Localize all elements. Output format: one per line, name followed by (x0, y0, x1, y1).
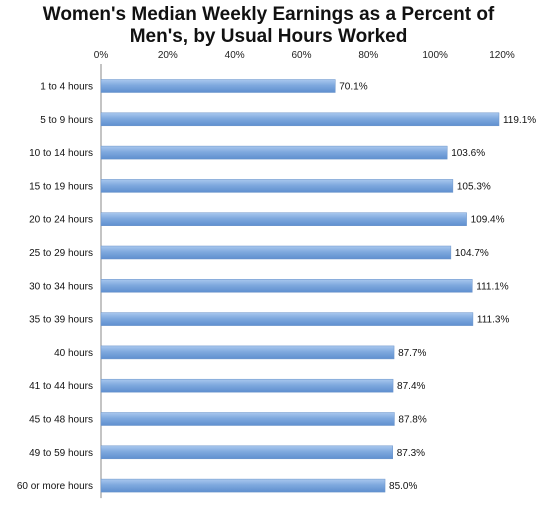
data-label: 119.1% (503, 115, 536, 126)
labels: 1 to 4 hours 70.1% 5 to 9 hours 119.1% 10 to… (17, 82, 536, 493)
data-label: 85.0% (389, 481, 417, 492)
x-tick-label: 80% (358, 50, 378, 61)
data-label: 105.3% (457, 181, 491, 192)
data-label: 111.1% (476, 281, 509, 292)
bar (100, 145, 448, 160)
category-label: 40 hours (54, 348, 93, 359)
bar (100, 412, 395, 426)
bar (100, 179, 454, 193)
x-tick-label: 0% (94, 50, 109, 61)
chart-title-line1: Women's Median Weekly Earnings as a Perc… (42, 4, 495, 25)
data-label: 111.3% (477, 315, 510, 326)
bar (100, 478, 386, 493)
data-label: 87.7% (398, 348, 426, 359)
bar (100, 245, 452, 260)
data-label: 109.4% (471, 215, 505, 226)
bar (100, 345, 395, 360)
bar (100, 212, 467, 226)
category-label: 60 or more hours (17, 481, 93, 492)
category-label: 20 to 24 hours (29, 215, 93, 226)
bar (100, 79, 336, 93)
bar (100, 279, 473, 293)
bar (100, 445, 393, 460)
x-tick-label: 60% (291, 50, 311, 61)
data-label: 87.3% (397, 448, 425, 459)
category-label: 41 to 44 hours (29, 381, 93, 392)
category-label: 45 to 48 hours (29, 415, 93, 426)
category-label: 30 to 34 hours (29, 281, 93, 292)
bar (100, 378, 394, 393)
data-label: 70.1% (339, 82, 367, 93)
category-label: 10 to 14 hours (29, 148, 93, 159)
chart-title: Women's Median Weekly Earnings as a Perc… (0, 4, 537, 48)
category-label: 15 to 19 hours (29, 181, 93, 192)
category-label: 49 to 59 hours (29, 448, 93, 459)
x-tick-label: 100% (422, 50, 448, 61)
data-label: 103.6% (451, 148, 485, 159)
category-label: 25 to 29 hours (29, 248, 93, 259)
data-label: 87.8% (398, 415, 426, 426)
data-label: 87.4% (397, 381, 425, 392)
bar (100, 112, 500, 127)
category-label: 5 to 9 hours (40, 115, 93, 126)
x-tick-label: 20% (158, 50, 178, 61)
category-label: 1 to 4 hours (40, 82, 93, 93)
x-tick-label: 120% (489, 50, 515, 61)
bar (100, 312, 474, 326)
x-tick-label: 40% (225, 50, 245, 61)
data-label: 104.7% (455, 248, 489, 259)
category-label: 35 to 39 hours (29, 315, 93, 326)
bars (100, 79, 500, 493)
chart-title-line2: Men's, by Usual Hours Worked (129, 26, 408, 47)
